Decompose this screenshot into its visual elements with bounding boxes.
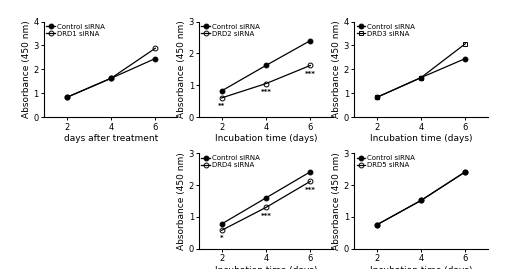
Text: ***: ***: [305, 71, 316, 77]
Control siRNA: [374, 223, 380, 226]
X-axis label: Incubation time (days): Incubation time (days): [370, 266, 472, 269]
DRD3 siRNA: [418, 76, 424, 79]
Legend: Control siRNA, DRD1 siRNA: Control siRNA, DRD1 siRNA: [46, 23, 105, 37]
DRD4 siRNA: [263, 206, 269, 209]
Y-axis label: Absorbance (450 nm): Absorbance (450 nm): [21, 20, 31, 118]
X-axis label: days after treatment: days after treatment: [64, 134, 158, 143]
Legend: Control siRNA, DRD2 siRNA: Control siRNA, DRD2 siRNA: [201, 23, 260, 37]
Line: Control siRNA: Control siRNA: [64, 56, 158, 100]
DRD2 siRNA: [307, 64, 313, 67]
Text: *: *: [220, 235, 223, 242]
Line: DRD5 siRNA: DRD5 siRNA: [374, 169, 468, 227]
DRD2 siRNA: [218, 96, 224, 100]
Control siRNA: [263, 196, 269, 200]
X-axis label: Incubation time (days): Incubation time (days): [215, 134, 317, 143]
Line: DRD4 siRNA: DRD4 siRNA: [219, 179, 313, 233]
Line: DRD1 siRNA: DRD1 siRNA: [64, 46, 158, 100]
Control siRNA: [108, 77, 114, 80]
Control siRNA: [218, 89, 224, 93]
Text: ***: ***: [305, 187, 316, 193]
DRD2 siRNA: [263, 82, 269, 85]
Line: Control siRNA: Control siRNA: [219, 38, 313, 93]
Control siRNA: [64, 96, 70, 99]
Line: Control siRNA: Control siRNA: [374, 169, 468, 227]
Control siRNA: [373, 96, 379, 99]
DRD5 siRNA: [462, 170, 469, 174]
Line: DRD3 siRNA: DRD3 siRNA: [374, 41, 468, 100]
DRD5 siRNA: [374, 223, 380, 226]
DRD1 siRNA: [64, 96, 70, 99]
Control siRNA: [307, 39, 313, 42]
DRD4 siRNA: [218, 229, 224, 232]
DRD3 siRNA: [373, 96, 379, 99]
Control siRNA: [152, 57, 159, 60]
X-axis label: Incubation time (days): Incubation time (days): [370, 134, 472, 143]
Control siRNA: [418, 76, 424, 79]
Y-axis label: Absorbance (450 nm): Absorbance (450 nm): [331, 20, 341, 118]
Control siRNA: [462, 57, 468, 60]
Text: **: **: [218, 103, 225, 109]
Y-axis label: Absorbance (450 nm): Absorbance (450 nm): [176, 152, 186, 250]
Text: ***: ***: [260, 89, 271, 95]
Legend: Control siRNA, DRD3 siRNA: Control siRNA, DRD3 siRNA: [356, 23, 416, 37]
Line: Control siRNA: Control siRNA: [219, 169, 313, 226]
Y-axis label: Absorbance (450 nm): Absorbance (450 nm): [176, 20, 186, 118]
Control siRNA: [218, 222, 224, 226]
Line: Control siRNA: Control siRNA: [374, 56, 468, 100]
Control siRNA: [263, 64, 269, 67]
Legend: Control siRNA, DRD5 siRNA: Control siRNA, DRD5 siRNA: [356, 155, 416, 169]
DRD5 siRNA: [418, 199, 424, 202]
DRD3 siRNA: [462, 42, 468, 45]
DRD1 siRNA: [152, 47, 159, 50]
Line: DRD2 siRNA: DRD2 siRNA: [219, 63, 313, 100]
Control siRNA: [462, 170, 469, 174]
DRD4 siRNA: [307, 180, 313, 183]
Text: ***: ***: [260, 213, 271, 219]
Y-axis label: Absorbance (450 nm): Absorbance (450 nm): [331, 152, 341, 250]
X-axis label: Incubation time (days): Incubation time (days): [215, 266, 317, 269]
Control siRNA: [418, 199, 424, 202]
Control siRNA: [307, 170, 313, 174]
DRD1 siRNA: [108, 77, 114, 80]
Legend: Control siRNA, DRD4 siRNA: Control siRNA, DRD4 siRNA: [201, 155, 260, 169]
